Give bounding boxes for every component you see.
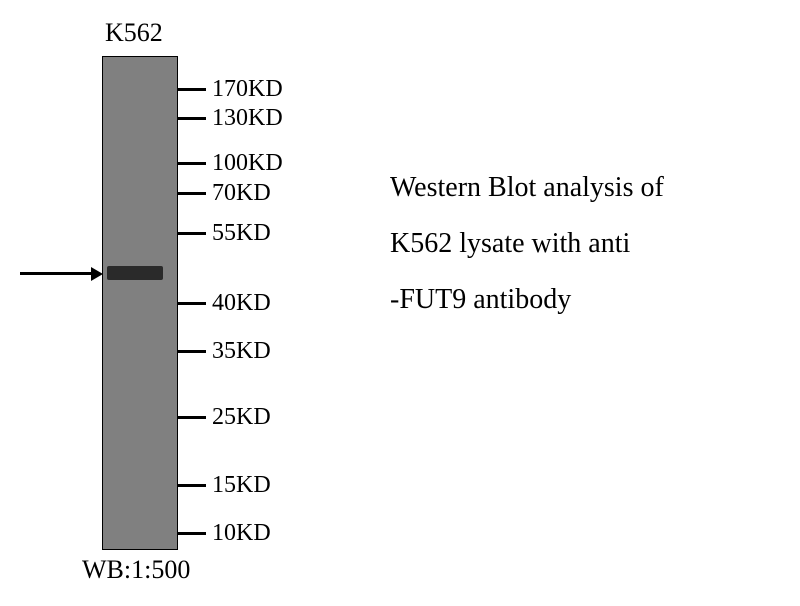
tick-line <box>178 484 206 487</box>
protein-band <box>107 266 163 280</box>
dilution-label: WB:1:500 <box>82 555 190 585</box>
figure-container: K562 170KD130KD 100KD 70KD 55KD 40KD 35KD 25KD… <box>0 0 800 606</box>
marker-label: 35KD <box>212 338 271 365</box>
tick-line <box>178 232 206 235</box>
marker-tick: 35KD <box>178 338 271 365</box>
marker-label: 170KD <box>212 76 283 103</box>
tick-line <box>178 416 206 419</box>
marker-tick: 10KD <box>178 520 271 547</box>
marker-tick: 70KD <box>178 180 271 207</box>
marker-label: 25KD <box>212 404 271 431</box>
lane-label: K562 <box>105 18 163 48</box>
tick-line <box>178 532 206 535</box>
marker-tick: 55KD <box>178 220 271 247</box>
tick-line <box>178 117 206 120</box>
marker-tick: 100KD <box>178 150 283 177</box>
tick-line <box>178 162 206 165</box>
caption-text: Western Blot analysis of K562 lysate wit… <box>390 160 664 328</box>
band-arrow-icon <box>20 272 92 275</box>
marker-label: 55KD <box>212 220 271 247</box>
marker-tick: 25KD <box>178 404 271 431</box>
marker-label: 130KD <box>212 105 283 132</box>
marker-label: 70KD <box>212 180 271 207</box>
marker-label: 15KD <box>212 472 271 499</box>
marker-tick: 130KD <box>178 105 283 132</box>
marker-tick: 15KD <box>178 472 271 499</box>
marker-label: 40KD <box>212 290 271 317</box>
caption-line: -FUT9 antibody <box>390 272 664 328</box>
marker-tick: 40KD <box>178 290 271 317</box>
marker-label: 100KD <box>212 150 283 177</box>
tick-line <box>178 88 206 91</box>
blot-lane <box>102 56 178 550</box>
marker-tick: 170KD <box>178 76 283 103</box>
caption-line: Western Blot analysis of <box>390 160 664 216</box>
tick-line <box>178 350 206 353</box>
caption-line: K562 lysate with anti <box>390 216 664 272</box>
tick-line <box>178 192 206 195</box>
marker-label: 10KD <box>212 520 271 547</box>
tick-line <box>178 302 206 305</box>
